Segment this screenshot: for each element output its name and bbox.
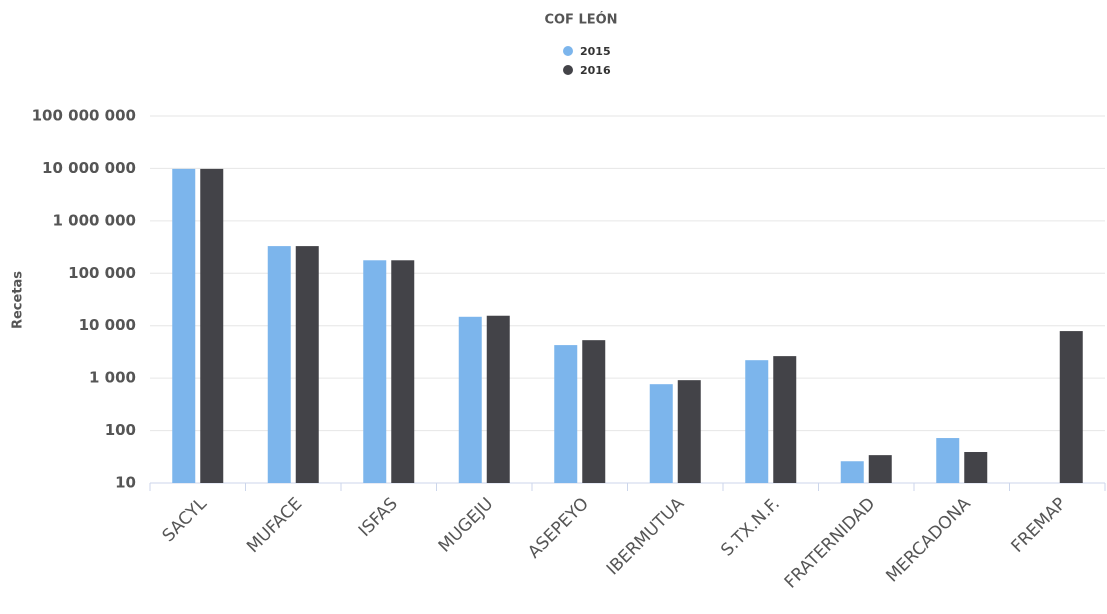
y-tick-label: 10 [115,474,136,492]
bar [172,168,196,483]
y-tick-label: 10 000 000 [42,159,136,177]
x-tick-label: MUFACE [243,494,306,557]
x-tick-label: MUGEJU [435,494,498,557]
bar [486,315,510,483]
y-tick-label: 10 000 [79,316,136,334]
legend-label: 2015 [580,45,611,58]
bar [363,260,387,483]
y-tick-label: 1 000 000 [52,211,136,229]
y-tick-label: 1 000 [89,369,136,387]
x-tick-label: ISFAS [355,494,402,541]
x-tick-label: FREMAP [1007,494,1070,557]
bar [840,461,864,483]
y-axis-title: Recetas [11,271,26,329]
bar [267,246,291,483]
bar [582,340,606,483]
bar [936,438,960,483]
bar [200,168,224,483]
x-tick-label: IBERMUTUA [603,494,689,580]
y-tick-label: 100 000 [68,264,136,282]
bar [964,452,988,483]
y-tick-label: 100 000 000 [32,107,136,125]
bar [745,360,769,483]
x-tick-label: S.TX.N.F. [717,494,784,561]
x-tick-label: FRATERNIDAD [781,494,880,593]
bar [649,384,673,483]
x-tick-label: ASEPEYO [524,494,593,563]
bar [1059,331,1083,483]
bar [868,455,892,483]
legend-marker [563,46,573,56]
x-tick-label: SACYL [159,494,212,547]
legend-marker [563,65,573,75]
bar [554,345,578,483]
bar [295,246,319,483]
chart-title: COF LEÓN [544,12,617,28]
bar [458,316,482,483]
bar [677,380,701,483]
x-tick-label: MERCADONA [882,494,975,587]
bar [391,260,415,483]
bar [773,356,797,483]
y-tick-label: 100 [105,421,136,439]
legend-label: 2016 [580,64,611,77]
